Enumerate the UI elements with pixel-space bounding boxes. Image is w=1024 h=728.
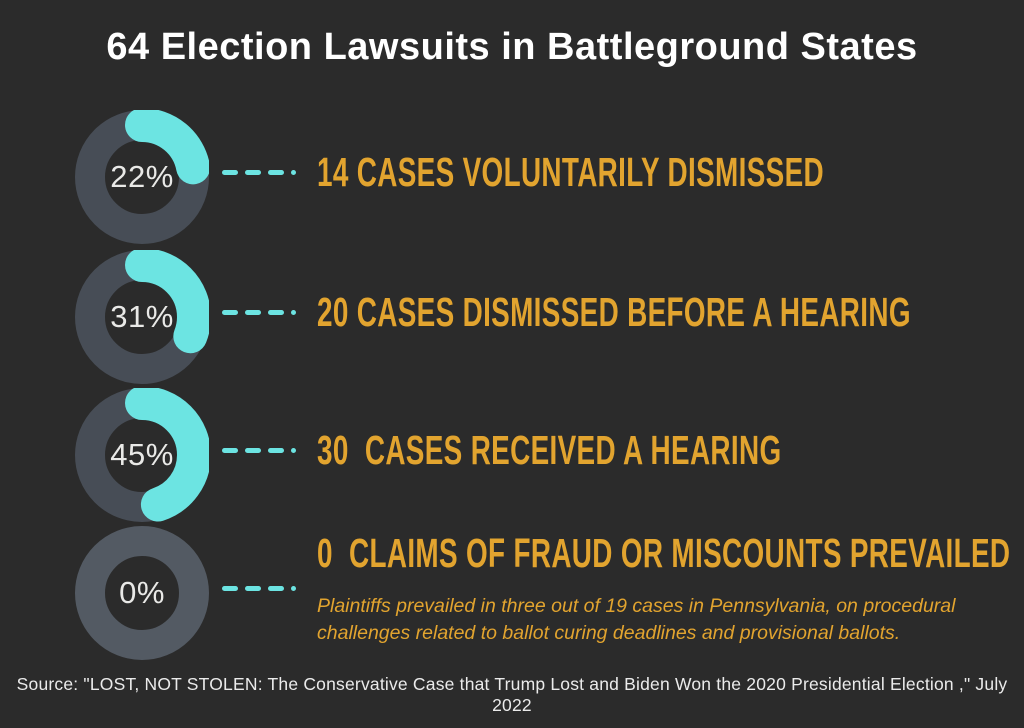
dash-connector-icon <box>222 309 296 315</box>
row-label: 14 CASES VOLUNTARILY DISMISSED <box>317 148 824 195</box>
row-label: 30 CASES RECEIVED A HEARING <box>317 426 782 473</box>
donut-chart-2: 31% <box>75 250 209 384</box>
row-label: 20 CASES DISMISSED BEFORE A HEARING <box>317 288 911 335</box>
donut-ring-icon <box>75 388 209 522</box>
percent-label: 45% <box>110 437 174 472</box>
donut-chart-3: 45% <box>75 388 209 522</box>
dash-connector-icon <box>222 169 296 175</box>
percent-label: 22% <box>110 159 174 194</box>
annotation-note: Plaintiffs prevailed in three out of 19 … <box>317 594 956 644</box>
page-title: 64 Election Lawsuits in Battleground Sta… <box>106 26 918 68</box>
row-label: 0 CLAIMS OF FRAUD OR MISCOUNTS PREVAILED <box>317 529 1011 576</box>
chart-row-1: 22% 14 CASES VOLUNTARILY DISMISSED <box>75 110 1024 244</box>
donut-ring-icon <box>75 250 209 384</box>
donut-chart-1: 22% <box>75 110 209 244</box>
dash-connector-icon <box>222 447 296 453</box>
dash-connector-icon <box>222 585 296 591</box>
chart-row-3: 45% 30 CASES RECEIVED A HEARING <box>75 388 1000 522</box>
donut-chart-4: 0% <box>75 526 209 660</box>
chart-row-2: 31% 20 CASES DISMISSED BEFORE A HEARING <box>75 250 1024 384</box>
donut-ring-icon <box>75 110 209 244</box>
chart-row-4: 0% 0 CLAIMS OF FRAUD OR MISCOUNTS PREVAI… <box>75 526 1024 660</box>
percent-label: 0% <box>119 575 165 610</box>
percent-label: 31% <box>110 299 174 334</box>
source-text: Source: "LOST, NOT STOLEN: The Conservat… <box>16 674 1008 715</box>
donut-ring-icon <box>75 526 209 660</box>
